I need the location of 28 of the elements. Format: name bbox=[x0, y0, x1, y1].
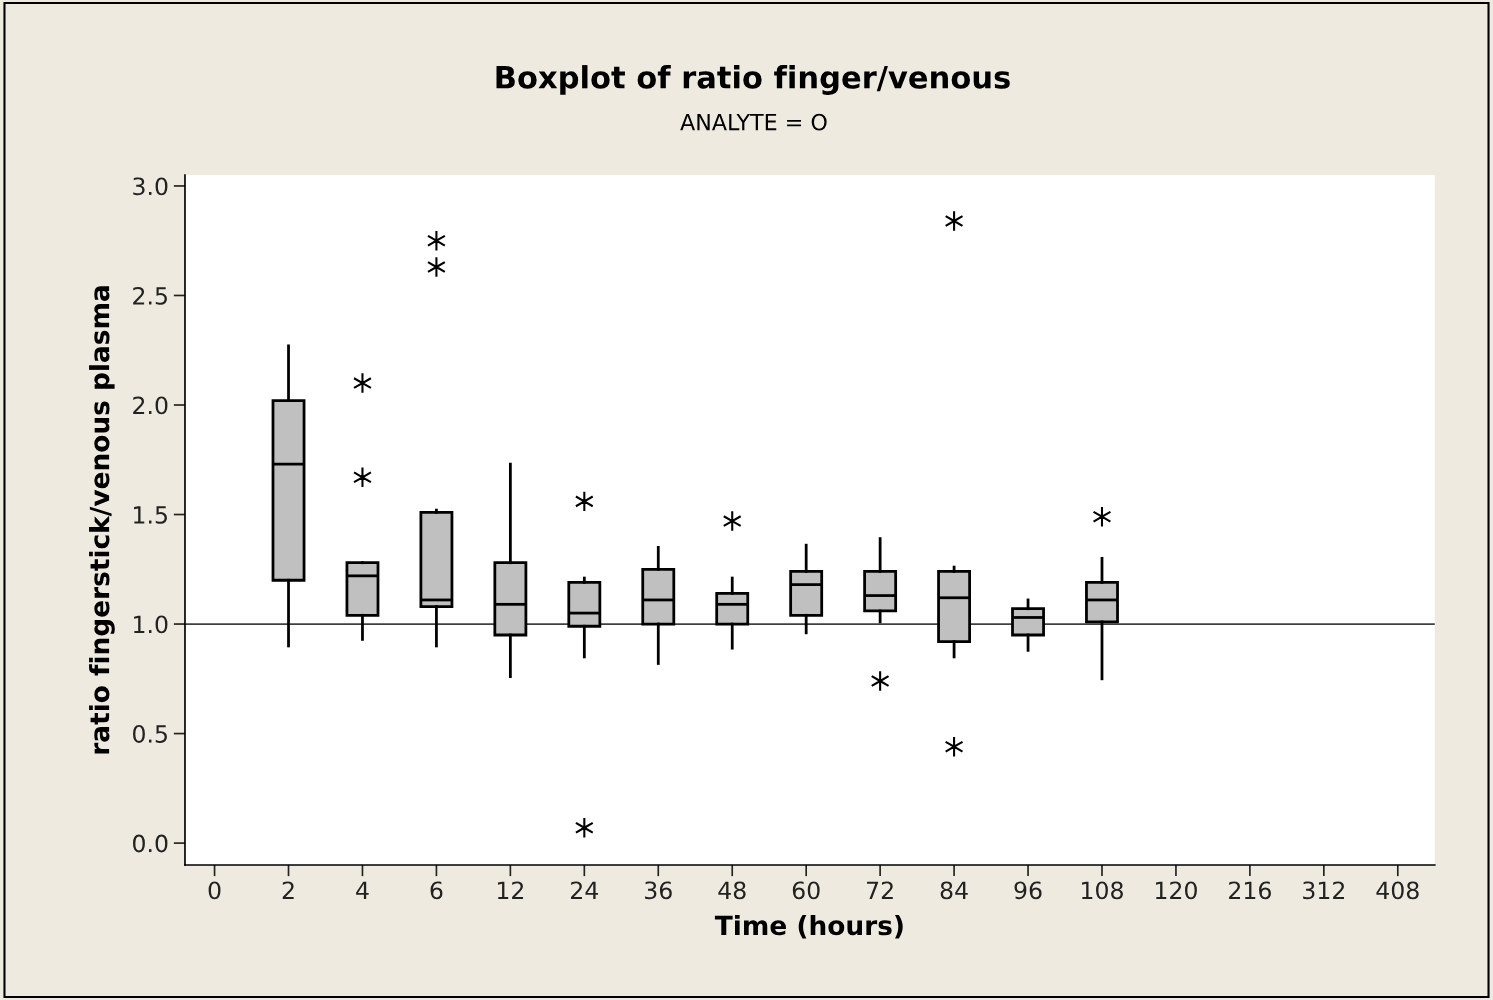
y-tick-label: 2.0 bbox=[133, 396, 168, 415]
x-tick-label: 72 bbox=[867, 881, 893, 899]
x-tick-label: 96 bbox=[1014, 881, 1042, 900]
x-tick-label: 6 bbox=[430, 881, 443, 900]
y-tick-label: 3.0 bbox=[133, 177, 168, 196]
y-tick-label: 2.5 bbox=[133, 286, 167, 305]
x-tick-label: 312 bbox=[1303, 881, 1345, 900]
y-axis-title: ratio fingerstick/venous plasma bbox=[89, 286, 115, 754]
chart-subtitle: ANALYTE = O bbox=[680, 113, 827, 131]
x-tick-label: 120 bbox=[1156, 881, 1197, 900]
x-tick-label: 48 bbox=[718, 881, 746, 900]
y-tick-label: 1.5 bbox=[134, 506, 167, 524]
y-tick-label: 0.5 bbox=[133, 725, 167, 743]
x-tick-label: 408 bbox=[1376, 881, 1419, 900]
x-tick-label: 24 bbox=[571, 881, 599, 899]
x-tick-label: 216 bbox=[1229, 881, 1271, 900]
x-tick-label: 0 bbox=[208, 881, 221, 900]
y-tick-label: 0.0 bbox=[133, 834, 168, 853]
x-tick-label: 12 bbox=[497, 881, 524, 899]
x-tick-label: 4 bbox=[356, 881, 369, 899]
x-tick-label: 60 bbox=[792, 881, 820, 900]
chart-title: Boxplot of ratio finger/venous bbox=[496, 65, 1010, 95]
x-tick-label: 2 bbox=[282, 881, 294, 899]
y-tick-label: 1.0 bbox=[134, 615, 168, 634]
x-tick-label: 84 bbox=[940, 881, 968, 900]
x-axis-title: Time (hours) bbox=[714, 914, 903, 939]
x-tick-label: 108 bbox=[1082, 881, 1123, 900]
x-tick-label: 36 bbox=[645, 881, 672, 900]
